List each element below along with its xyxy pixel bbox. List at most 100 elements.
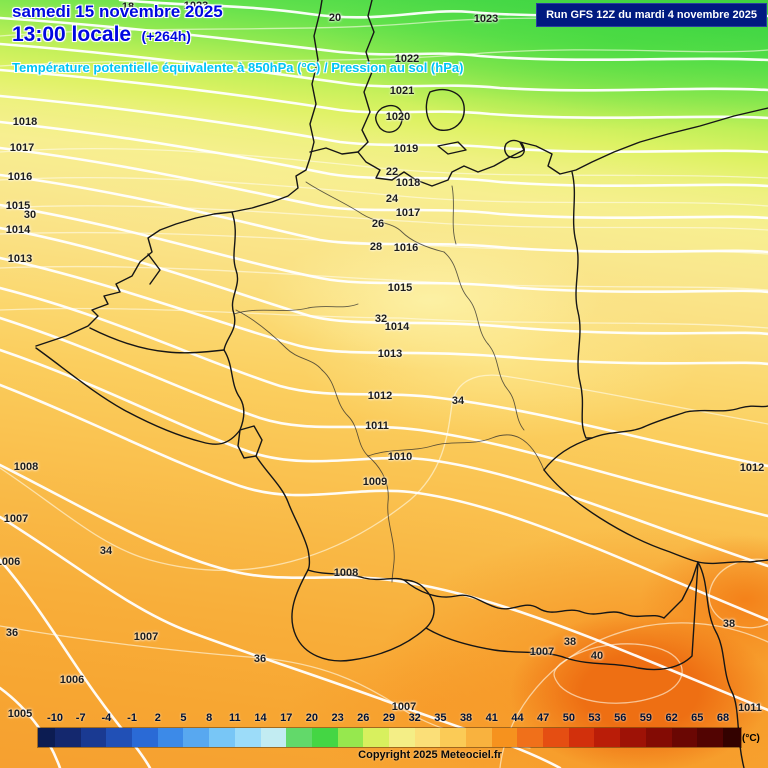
colorbar-segment <box>491 728 518 747</box>
temperature-label: 26 <box>371 218 385 230</box>
pressure-label: 1007 <box>133 631 159 643</box>
colorbar-segment <box>38 728 55 747</box>
colorbar-segment <box>440 728 466 747</box>
time-row: 13:00 locale (+264h) <box>12 23 463 47</box>
pressure-label: 1012 <box>739 462 765 474</box>
colorbar-segment <box>260 728 287 747</box>
colorbar-segment <box>414 728 441 747</box>
colorbar-segment <box>671 728 698 747</box>
pressure-label: 1009 <box>362 476 388 488</box>
temperature-label: 18 <box>121 1 135 13</box>
colorbar-segment <box>286 728 312 747</box>
copyright-text: Copyright 2025 Meteociel.fr <box>358 749 502 761</box>
colorbar-tick-value: -4 <box>101 712 112 724</box>
pressure-label: 1014 <box>384 321 410 333</box>
colorbar-segment <box>363 728 389 747</box>
local-time-text: 13:00 locale <box>12 23 132 46</box>
colorbar-segment <box>388 728 415 747</box>
temperature-label: 40 <box>590 650 604 662</box>
colorbar-tick-value: 44 <box>511 712 524 724</box>
temperature-label: 30 <box>23 209 37 221</box>
map-header: samedi 15 novembre 2025 13:00 locale (+2… <box>12 2 463 75</box>
colorbar-segment <box>337 728 364 747</box>
colorbar-segment <box>183 728 210 747</box>
temperature-label: 36 <box>5 627 19 639</box>
colorbar-tick-value: 23 <box>331 712 344 724</box>
pressure-label: 1006 <box>59 674 85 686</box>
colorbar-segment <box>594 728 621 747</box>
colorbar-unit-label: (°C) <box>742 733 760 744</box>
colorbar-tick-value: 38 <box>459 712 473 724</box>
temperature-label: 34 <box>99 545 113 557</box>
colorbar-tick-value: 68 <box>716 712 730 724</box>
pressure-label: 1011 <box>365 420 389 432</box>
colorbar-gradient <box>38 728 741 747</box>
colorbar-tick-value: 5 <box>180 712 187 724</box>
pressure-label: 1006 <box>0 556 21 568</box>
colorbar-tick-value: 47 <box>537 712 550 724</box>
colorbar-segment <box>55 728 81 747</box>
colorbar-tick-value: 20 <box>305 712 319 724</box>
pressure-label: 1005 <box>7 708 33 720</box>
colorbar-segment <box>645 728 672 747</box>
colorbar-segment <box>106 728 133 747</box>
date-text: samedi 15 novembre 2025 <box>12 2 223 21</box>
temperature-label: 32 <box>374 313 388 325</box>
colorbar-segment <box>132 728 158 747</box>
colorbar-segment <box>311 728 338 747</box>
colorbar-segment <box>80 728 107 747</box>
colorbar-segment <box>209 728 235 747</box>
colorbar-tick-value: -10 <box>47 712 63 724</box>
colorbar-segment <box>234 728 261 747</box>
pressure-label: 1008 <box>333 567 359 579</box>
pressure-label: 1017 <box>9 142 35 154</box>
colorbar-tick-value: -1 <box>127 712 137 724</box>
pressure-label: 1013 <box>377 348 403 360</box>
colorbar-tick-value: 2 <box>154 712 161 724</box>
pressure-label: 1017 <box>395 207 421 219</box>
temperature-label: 22 <box>385 166 399 178</box>
colorbar-segment <box>466 728 492 747</box>
colorbar-tick-value: 32 <box>408 712 421 724</box>
pressure-label: 1013 <box>7 253 33 265</box>
colorbar-segment <box>568 728 595 747</box>
colorbar-tick-value: 62 <box>665 712 678 724</box>
pressure-label: 1018 <box>395 177 421 189</box>
temperature-label: 38 <box>722 618 736 630</box>
colorbar-tick-value: -7 <box>75 712 86 724</box>
temperature-label: 36 <box>253 653 267 665</box>
pressure-label: 1018 <box>12 116 38 128</box>
state-borders <box>233 181 545 583</box>
colorbar-segment <box>517 728 544 747</box>
colorbar-segment <box>722 728 741 747</box>
colorbar-tick-value: 29 <box>382 712 396 724</box>
pressure-label: 1007 <box>3 513 29 525</box>
pressure-label: 1016 <box>7 171 33 183</box>
pressure-label: 1021 <box>389 85 415 97</box>
colorbar-tick-value: 26 <box>357 712 370 724</box>
country-borders <box>35 147 768 768</box>
forecast-offset-text: (+264h) <box>141 28 191 44</box>
colorbar-tick-value: 65 <box>691 712 704 724</box>
pressure-label: 1012 <box>367 390 393 402</box>
pressure-label: 1023 <box>183 0 209 12</box>
colorbar-segment <box>697 728 723 747</box>
colorbar-tick-value: 50 <box>562 712 575 724</box>
pressure-label: 1007 <box>529 646 555 658</box>
colorbar-tick-value: 56 <box>614 712 627 724</box>
pressure-label: 1023 <box>473 13 499 25</box>
temperature-label: 24 <box>385 193 399 205</box>
pressure-label: 1016 <box>393 242 419 254</box>
colorbar-tick-value: 14 <box>254 712 267 724</box>
pressure-label: 1015 <box>5 200 31 212</box>
colorbar-tick-value: 41 <box>485 712 498 724</box>
colorbar-tick-value: 35 <box>434 712 447 724</box>
colorbar-segment <box>620 728 646 747</box>
run-info-box: Run GFS 12Z du mardi 4 novembre 2025 <box>536 3 767 27</box>
temperature-label: 38 <box>563 636 577 648</box>
colorbar-tick-value: 17 <box>280 712 293 724</box>
